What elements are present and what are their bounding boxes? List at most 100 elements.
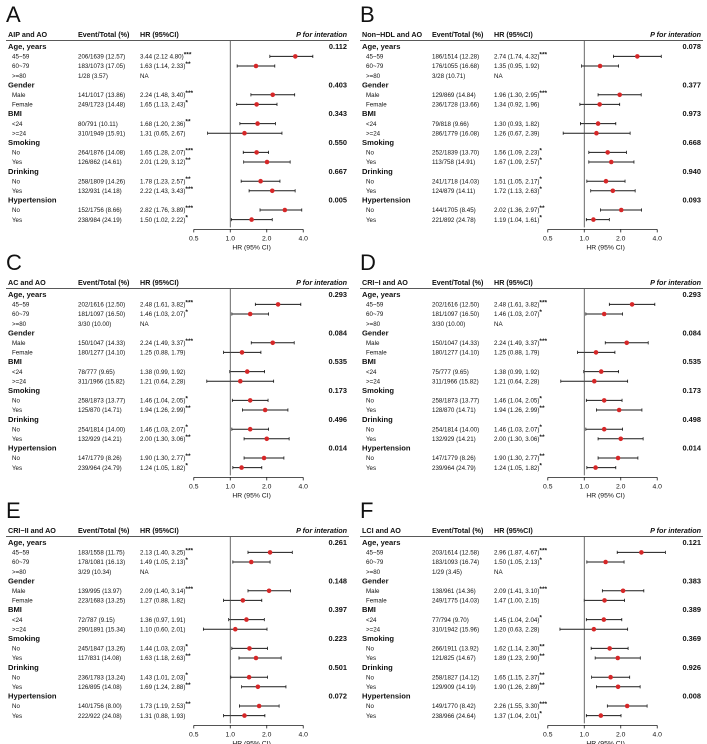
row-label: Yes	[366, 436, 376, 443]
group-heading: Gender	[8, 576, 35, 585]
significance-stars: ***	[539, 299, 547, 306]
hr-point	[597, 102, 602, 107]
hr-point	[591, 378, 597, 384]
hr-point	[593, 350, 599, 355]
row-hr-ci: 1.46 (1.04, 2.05)*	[494, 395, 542, 404]
row-event-total: 126/895 (14.08)	[78, 684, 122, 691]
row-hr-ci: NA	[494, 73, 503, 80]
p-interaction-value: 0.973	[683, 109, 702, 118]
row-hr-ci: 1.69 (1.24, 2.88)**	[140, 682, 191, 691]
significance-stars: **	[539, 672, 545, 679]
hr-point	[608, 674, 613, 680]
hr-point	[244, 369, 250, 374]
p-interaction-value: 0.293	[683, 290, 702, 299]
row-event-total: 3/30 (10.00)	[78, 321, 111, 328]
group-heading: BMI	[8, 109, 22, 118]
p-interaction-value: 0.668	[683, 138, 702, 147]
x-tick-label: 4.0	[653, 731, 663, 738]
row-event-total: 310/1942 (15.96)	[432, 626, 479, 633]
row-label: 60~79	[366, 559, 384, 566]
group-heading: BMI	[362, 109, 376, 118]
x-tick-label: 2.0	[262, 235, 272, 242]
row-event-total: 3/28 (10.71)	[432, 73, 465, 80]
significance-stars: *	[539, 615, 542, 622]
panel-f: F LCI and AO Event/Total (%) HR (95%CI) P fo…	[360, 498, 703, 744]
significance-stars: **	[539, 682, 545, 689]
row-event-total: 147/1779 (8.26)	[432, 455, 476, 462]
row-label: Yes	[12, 713, 22, 720]
row-label: No	[366, 646, 374, 653]
col-header-p: P for interation	[650, 30, 701, 39]
row-label: No	[12, 455, 20, 462]
x-tick-label: 2.0	[616, 483, 626, 490]
row-event-total: 249/1723 (14.48)	[78, 102, 125, 109]
row-event-total: 140/1756 (8.00)	[78, 703, 122, 710]
row-label: >=80	[12, 569, 27, 576]
row-event-total: 77/794 (9.70)	[432, 617, 469, 624]
col-header-event: Event/Total (%)	[78, 278, 130, 287]
row-hr-ci: 1.63 (1.14, 2.33)**	[140, 61, 191, 70]
hr-point	[601, 617, 607, 622]
hr-point	[256, 703, 262, 709]
row-hr-ci: 1.50 (1.02, 2.22)*	[140, 215, 188, 224]
row-label: Female	[12, 102, 33, 109]
row-event-total: 138/961 (14.36)	[432, 588, 476, 595]
row-event-total: 310/1949 (15.91)	[78, 130, 125, 137]
x-tick-label: 1.0	[580, 731, 590, 738]
hr-point	[247, 646, 252, 651]
hr-point	[269, 188, 275, 194]
col-header-event: Event/Total (%)	[78, 526, 130, 535]
hr-point	[605, 150, 610, 155]
x-tick-label: 4.0	[299, 483, 309, 490]
significance-stars: *	[539, 424, 542, 431]
row-event-total: 258/1873 (13.77)	[78, 398, 125, 405]
x-axis-label: HR (95% CI)	[232, 244, 271, 251]
p-interaction-value: 0.112	[329, 42, 347, 51]
hr-point	[615, 684, 621, 690]
x-tick-label: 1.0	[580, 235, 590, 242]
group-heading: Age, years	[8, 538, 46, 547]
row-event-total: 1/28 (3.57)	[78, 73, 108, 80]
row-event-total: 254/1814 (14.00)	[78, 426, 125, 433]
significance-stars: **	[185, 119, 191, 126]
row-hr-ci: NA	[140, 321, 149, 328]
row-event-total: 117/831 (14.08)	[78, 655, 121, 662]
row-hr-ci: 2.96 (1.87, 4.67)***	[494, 547, 548, 556]
row-event-total: 75/777 (9.65)	[432, 369, 469, 376]
row-hr-ci: 1.31 (0.65, 2.67)	[140, 130, 185, 137]
col-header-hr: HR (95%CI)	[140, 278, 179, 287]
row-hr-ci: 1.46 (1.03, 2.07)*	[494, 424, 542, 433]
forest-rows: Age, years 0.112 45~59 206/1639 (12.57) 3.44…	[8, 42, 347, 224]
row-label: No	[366, 207, 374, 214]
panel-a: A AIP and AO Event/Total (%) HR (95%CI) P fo…	[6, 2, 349, 251]
hr-point	[258, 178, 263, 184]
p-interaction-value: 0.084	[683, 328, 702, 337]
row-label: 60~79	[12, 311, 30, 318]
row-event-total: 183/1558 (11.75)	[78, 550, 125, 557]
panel-title: AIP and AO	[8, 30, 48, 39]
row-label: No	[12, 703, 20, 710]
hr-point	[232, 626, 238, 632]
p-interaction-value: 0.377	[683, 80, 702, 89]
p-interaction-value: 0.940	[683, 167, 702, 176]
row-label: Female	[366, 350, 387, 357]
row-label: Female	[12, 598, 33, 605]
row-hr-ci: 2.02 (1.36, 2.97)**	[494, 205, 545, 214]
row-hr-ci: 3.44 (2.12 4.80)***	[140, 51, 192, 60]
row-event-total: 203/1614 (12.58)	[432, 550, 479, 557]
hr-point	[255, 121, 260, 126]
x-axis-label: HR (95% CI)	[586, 492, 625, 499]
x-tick-label: 1.0	[226, 235, 236, 242]
significance-stars: **	[185, 434, 191, 441]
group-heading: Gender	[362, 576, 389, 585]
significance-stars: ***	[539, 90, 547, 97]
row-label: Yes	[12, 684, 22, 691]
x-tick-label: 1.0	[226, 731, 236, 738]
row-hr-ci: 1.90 (1.30, 2.77)**	[140, 453, 191, 462]
row-label: Yes	[366, 407, 376, 414]
significance-stars: *	[539, 463, 542, 470]
row-label: No	[366, 178, 374, 185]
significance-stars: **	[539, 453, 545, 460]
row-label: Male	[12, 588, 26, 595]
